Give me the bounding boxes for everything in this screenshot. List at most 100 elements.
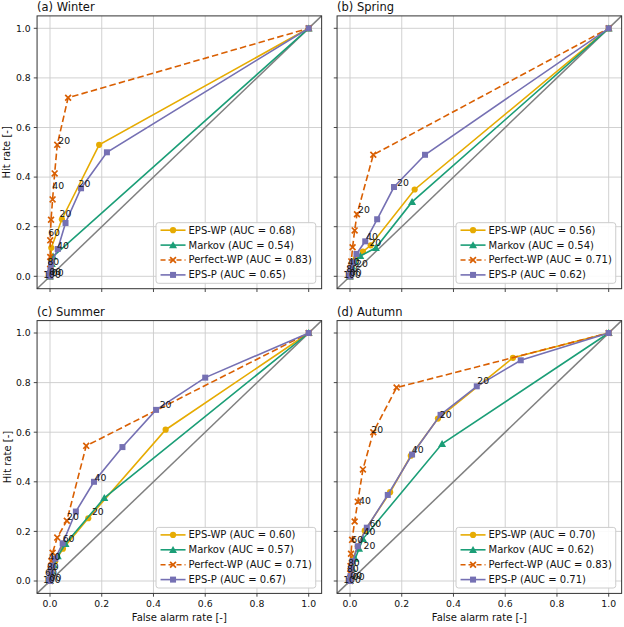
threshold-label: 60 — [63, 533, 75, 544]
legend-label: EPS-WP (AUC = 0.60) — [189, 529, 296, 540]
triangle-marker — [438, 440, 446, 447]
threshold-label: 100 — [343, 269, 361, 280]
legend-label: EPS-P (AUC = 0.62) — [489, 269, 587, 280]
threshold-label: 20 — [440, 409, 452, 420]
legend-a: EPS-WP (AUC = 0.68) Markov (AUC = 0.54) Pe… — [156, 223, 316, 284]
x-tick-label: 0.4 — [146, 598, 161, 609]
threshold-label: 100 — [43, 574, 61, 585]
roc-figure-svg: 2040602040208000001000.00.20.40.60.81.0(… — [0, 0, 624, 627]
threshold-label: 20 — [477, 375, 489, 386]
x-tick-label: 1.0 — [301, 598, 316, 609]
x-tick-label: 1.0 — [601, 598, 616, 609]
x-tick-label: 0.4 — [446, 598, 461, 609]
threshold-label: 40 — [57, 240, 69, 251]
y-tick-label: 0.8 — [16, 72, 31, 83]
x-axis-label: False alarm rate [-] — [132, 612, 227, 623]
threshold-label: 20 — [397, 177, 409, 188]
circle-marker — [412, 186, 418, 192]
threshold-label: 20 — [371, 424, 383, 435]
circle-marker — [470, 227, 476, 233]
threshold-label: 40 — [412, 444, 424, 455]
panel-title: (b) Spring — [337, 0, 394, 14]
legend-label: Markov (AUC = 0.54) — [489, 240, 595, 251]
threshold-label: 20 — [369, 237, 381, 248]
legend-label: Markov (AUC = 0.57) — [189, 544, 295, 555]
x-tick-label: 0.8 — [250, 598, 265, 609]
y-axis-label: Hit rate [-] — [2, 126, 13, 178]
threshold-label: 100 — [343, 574, 361, 585]
square-marker — [385, 492, 391, 498]
y-tick-label: 0.0 — [16, 575, 31, 586]
square-marker — [391, 184, 397, 190]
circle-marker — [48, 245, 54, 251]
panel-d: 202040204060402060808000001000.00.20.40.… — [334, 305, 622, 623]
legend-label: Markov (AUC = 0.54) — [189, 240, 295, 251]
legend-label: Perfect-WP (AUC = 0.71) — [489, 254, 612, 265]
square-marker — [606, 330, 612, 336]
x-axis-label: False alarm rate [-] — [432, 612, 527, 623]
threshold-label: 20 — [160, 399, 172, 410]
legend-label: EPS-P (AUC = 0.71) — [489, 574, 587, 585]
legend-c: EPS-WP (AUC = 0.60) Markov (AUC = 0.57) Pe… — [156, 527, 316, 588]
x-tick-label: 0.0 — [343, 598, 358, 609]
square-marker — [104, 149, 110, 155]
y-tick-label: 0.4 — [16, 171, 31, 182]
threshold-label: 20 — [67, 511, 79, 522]
circle-marker — [170, 227, 176, 233]
legend-label: EPS-P (AUC = 0.65) — [189, 269, 287, 280]
panel-title: (a) Winter — [37, 0, 95, 14]
circle-marker — [470, 532, 476, 538]
square-marker — [518, 357, 524, 363]
panel-c: 2040602020408060001000.00.00.20.20.40.40… — [2, 305, 322, 623]
x-tick-label: 0.0 — [43, 598, 58, 609]
x-tick-label: 0.8 — [550, 598, 565, 609]
square-marker — [606, 25, 612, 31]
x-tick-label: 0.2 — [94, 598, 109, 609]
circle-marker — [163, 427, 169, 433]
y-tick-label: 0.6 — [16, 122, 31, 133]
threshold-label: 40 — [363, 526, 375, 537]
square-marker — [374, 216, 380, 222]
square-marker — [202, 375, 208, 381]
threshold-label: 20 — [363, 540, 375, 551]
legend-label: Markov (AUC = 0.62) — [489, 544, 595, 555]
square-marker — [470, 272, 476, 278]
circle-marker — [170, 532, 176, 538]
legend-label: EPS-WP (AUC = 0.70) — [489, 529, 596, 540]
panel-b: 2020402040208000100(b) SpringEPS-WP (AUC… — [334, 0, 622, 292]
y-tick-label: 0.6 — [16, 427, 31, 438]
legend-label: EPS-P (AUC = 0.67) — [189, 574, 287, 585]
threshold-label: 20 — [78, 178, 90, 189]
threshold-label: 60 — [351, 534, 363, 545]
x-tick-label: 0.2 — [394, 598, 409, 609]
panel-title: (c) Summer — [37, 305, 105, 319]
square-marker — [63, 220, 69, 226]
y-tick-label: 0.2 — [16, 526, 31, 537]
legend-b: EPS-WP (AUC = 0.56) Markov (AUC = 0.54) Pe… — [456, 223, 616, 284]
threshold-label: 60 — [48, 227, 60, 238]
legend-label: EPS-WP (AUC = 0.56) — [489, 225, 596, 236]
figure-page: 2040602040208000001000.00.20.40.60.81.0(… — [0, 0, 624, 627]
y-tick-label: 0.2 — [16, 221, 31, 232]
square-marker — [170, 272, 176, 278]
legend-d: EPS-WP (AUC = 0.70) Markov (AUC = 0.62) Pe… — [456, 527, 616, 588]
threshold-label: 40 — [95, 472, 107, 483]
legend-label: Perfect-WP (AUC = 0.83) — [189, 254, 312, 265]
square-marker — [119, 444, 125, 450]
threshold-label: 100 — [43, 269, 61, 280]
y-tick-label: 0.0 — [16, 271, 31, 282]
threshold-label: 40 — [52, 180, 64, 191]
legend-label: Perfect-WP (AUC = 0.71) — [189, 559, 312, 570]
x-marker — [394, 385, 400, 391]
legend-label: EPS-WP (AUC = 0.68) — [189, 225, 296, 236]
threshold-annotations-c: 204060202040806000100 — [43, 399, 172, 585]
x-tick-label: 0.6 — [498, 598, 513, 609]
y-tick-label: 1.0 — [16, 23, 31, 34]
legend-label: Perfect-WP (AUC = 0.83) — [489, 559, 612, 570]
square-marker — [470, 577, 476, 583]
panel-a: 2040602040208000001000.00.20.40.60.81.0(… — [2, 0, 322, 292]
threshold-label: 20 — [60, 208, 72, 219]
square-marker — [306, 25, 312, 31]
square-marker — [422, 152, 428, 158]
threshold-label: 40 — [359, 495, 371, 506]
